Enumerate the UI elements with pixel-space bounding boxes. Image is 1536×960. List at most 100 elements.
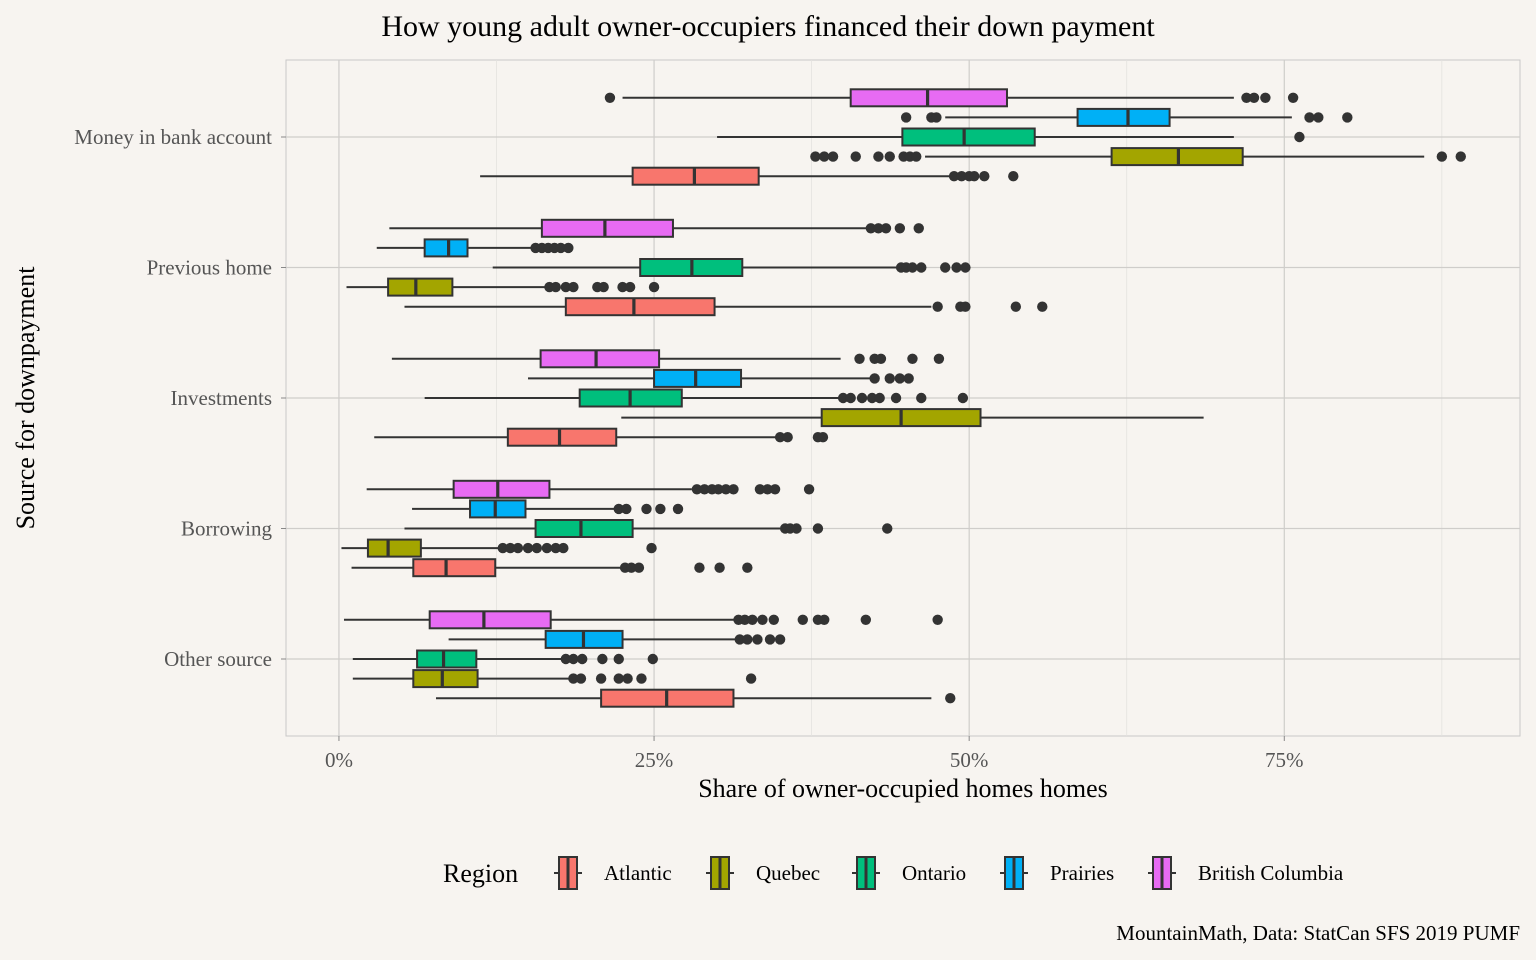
outlier-point bbox=[613, 673, 624, 684]
outlier-point bbox=[672, 503, 684, 515]
outlier-point bbox=[762, 484, 773, 495]
outlier-point bbox=[957, 392, 969, 404]
outlier-point bbox=[875, 353, 887, 364]
box-other-source-quebec bbox=[352, 669, 757, 689]
outlier-point bbox=[860, 614, 872, 625]
outlier-point bbox=[1008, 171, 1019, 182]
outlier-point bbox=[873, 151, 884, 162]
box-other-source-prairies bbox=[448, 629, 786, 649]
x-tick-label: 25% bbox=[635, 748, 674, 772]
outlier-point bbox=[903, 373, 914, 384]
outlier-point bbox=[890, 392, 902, 404]
box-body bbox=[901, 127, 1036, 147]
outlier-point bbox=[960, 301, 971, 312]
outlier-point bbox=[916, 392, 927, 404]
box-body bbox=[469, 499, 527, 519]
box-body bbox=[506, 427, 618, 447]
outlier-point bbox=[747, 614, 758, 625]
outlier-point bbox=[617, 281, 628, 293]
legend-label: British Columbia bbox=[1198, 861, 1344, 885]
outlier-point bbox=[819, 151, 830, 162]
outlier-point bbox=[739, 614, 751, 625]
outlier-point bbox=[837, 392, 849, 404]
outlier-point bbox=[907, 262, 918, 273]
box-body bbox=[540, 218, 674, 238]
outlier-point bbox=[734, 634, 745, 645]
box-body bbox=[564, 297, 716, 317]
outlier-point bbox=[979, 171, 990, 182]
box-investments-ontario bbox=[424, 388, 969, 408]
box-body bbox=[539, 349, 661, 369]
outlier-point bbox=[913, 223, 924, 234]
outlier-point bbox=[560, 281, 572, 293]
outlier-point bbox=[1010, 301, 1022, 312]
outlier-point bbox=[768, 614, 780, 625]
outlier-point bbox=[1455, 151, 1466, 162]
outlier-point bbox=[555, 242, 566, 254]
box-borrowing-british-columbia bbox=[366, 479, 815, 499]
outlier-point bbox=[856, 392, 868, 404]
outlier-point bbox=[932, 301, 943, 312]
box-body bbox=[428, 610, 552, 630]
outlier-point bbox=[550, 542, 561, 554]
outlier-point bbox=[1037, 301, 1048, 312]
outlier-point bbox=[568, 673, 579, 684]
y-axis-title: Source for downpayment bbox=[11, 266, 40, 530]
box-borrowing-atlantic bbox=[351, 558, 753, 578]
outlier-point bbox=[694, 562, 705, 573]
outlier-point bbox=[720, 484, 732, 495]
box-previous-home-british-columbia bbox=[389, 218, 924, 238]
outlier-point bbox=[512, 542, 524, 554]
box-other-source-ontario bbox=[352, 649, 658, 669]
outlier-point bbox=[636, 673, 647, 684]
outlier-point bbox=[522, 542, 534, 554]
outlier-point bbox=[845, 392, 856, 404]
box-investments-british-columbia bbox=[391, 349, 945, 369]
outlier-point bbox=[764, 634, 776, 645]
legend-item-british-columbia: British Columbia bbox=[1148, 856, 1344, 890]
outlier-point bbox=[626, 562, 637, 573]
box-borrowing-prairies bbox=[412, 499, 684, 519]
box-body bbox=[412, 558, 497, 578]
y-tick-label: Money in bank account bbox=[74, 125, 272, 149]
x-axis-title: Share of owner-occupied homes homes bbox=[698, 774, 1108, 803]
outlier-point bbox=[641, 503, 652, 515]
box-previous-home-prairies bbox=[376, 238, 574, 258]
outlier-point bbox=[969, 171, 980, 182]
box-body bbox=[412, 669, 479, 689]
outlier-point bbox=[916, 262, 927, 273]
box-borrowing-quebec bbox=[341, 538, 657, 558]
outlier-point bbox=[752, 634, 763, 645]
box-body bbox=[452, 479, 551, 499]
outlier-point bbox=[1248, 92, 1260, 104]
outlier-point bbox=[769, 484, 781, 495]
box-previous-home-atlantic bbox=[404, 297, 1048, 317]
outlier-point bbox=[691, 484, 703, 495]
outlier-point bbox=[882, 523, 893, 534]
outlier-point bbox=[1287, 92, 1299, 104]
outlier-point bbox=[797, 614, 808, 625]
y-tick-label: Investments bbox=[171, 386, 272, 410]
outlier-point bbox=[911, 151, 922, 162]
outlier-point bbox=[866, 392, 878, 404]
chart-title: How young adult owner-occupiers financed… bbox=[381, 10, 1155, 43]
outlier-point bbox=[613, 653, 624, 665]
outlier-point bbox=[568, 281, 579, 293]
outlier-point bbox=[945, 693, 956, 704]
outlier-point bbox=[880, 223, 892, 234]
box-body bbox=[653, 368, 743, 388]
y-tick-label: Other source bbox=[164, 647, 272, 671]
outlier-point bbox=[782, 432, 793, 443]
legend-title: Region bbox=[443, 859, 518, 888]
outlier-point bbox=[940, 262, 951, 273]
outlier-point bbox=[714, 562, 725, 573]
outlier-point bbox=[791, 523, 802, 534]
outlier-point bbox=[646, 542, 657, 554]
outlier-point bbox=[1436, 151, 1448, 162]
outlier-point bbox=[577, 653, 588, 665]
outlier-point bbox=[541, 542, 553, 554]
box-investments-atlantic bbox=[374, 427, 829, 447]
outlier-point bbox=[960, 262, 971, 273]
outlier-point bbox=[531, 542, 543, 554]
